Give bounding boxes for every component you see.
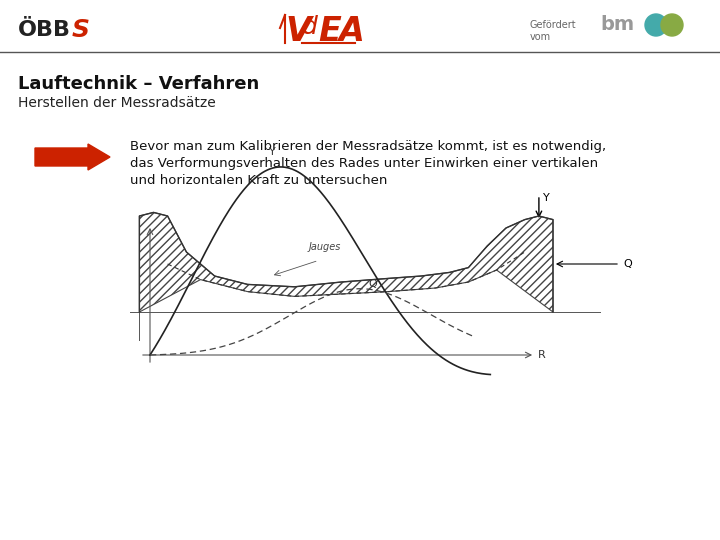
Text: Q: Q	[623, 259, 631, 269]
Text: Gefördert: Gefördert	[530, 20, 577, 30]
Text: d: d	[302, 15, 318, 39]
Text: S: S	[72, 18, 90, 42]
Text: Lauftechnik – Verfahren: Lauftechnik – Verfahren	[18, 75, 259, 93]
Text: das Verformungsverhalten des Rades unter Einwirken einer vertikalen: das Verformungsverhalten des Rades unter…	[130, 157, 598, 170]
Text: t: t	[669, 18, 675, 31]
Text: V: V	[285, 15, 311, 48]
FancyArrow shape	[35, 144, 110, 170]
Text: ÖBB: ÖBB	[18, 20, 71, 40]
Text: E: E	[318, 15, 341, 48]
Circle shape	[645, 14, 667, 36]
Text: Q: Q	[369, 279, 377, 289]
Circle shape	[661, 14, 683, 36]
Text: Herstellen der Messradsätze: Herstellen der Messradsätze	[18, 96, 216, 110]
Text: Y: Y	[543, 193, 549, 203]
Text: R: R	[538, 350, 546, 360]
Text: v: v	[652, 18, 660, 31]
Text: bm: bm	[600, 16, 634, 35]
Text: Jauges: Jauges	[309, 242, 341, 252]
Text: vom: vom	[530, 32, 551, 42]
Text: Y: Y	[269, 147, 276, 157]
Text: A: A	[338, 15, 364, 48]
Text: Bevor man zum Kalibrieren der Messradsätze kommt, ist es notwendig,: Bevor man zum Kalibrieren der Messradsät…	[130, 140, 606, 153]
Text: und horizontalen Kraft zu untersuchen: und horizontalen Kraft zu untersuchen	[130, 174, 387, 187]
